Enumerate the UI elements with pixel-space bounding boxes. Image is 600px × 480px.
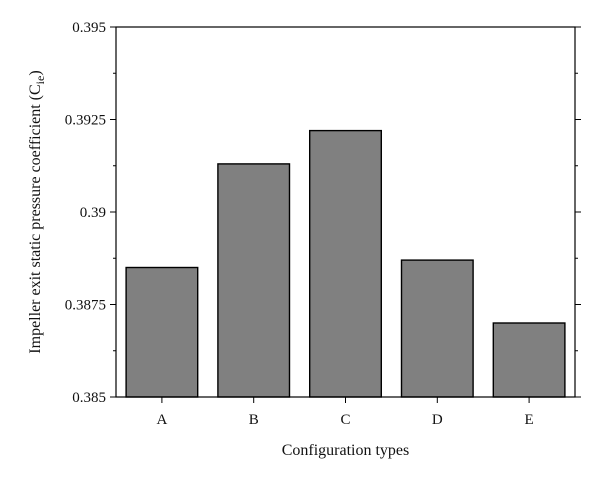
x-axis: A B C D E: [156, 397, 534, 428]
x-tick-label: D: [432, 412, 443, 428]
x-tick-label: E: [525, 412, 534, 428]
bars-group: [125, 129, 566, 398]
x-axis-title: Configuration types: [282, 442, 410, 459]
bar-B: [217, 163, 291, 398]
y-axis-title-main: Impeller exit static pressure coefficien…: [27, 84, 44, 353]
y-axis-title-subscript: ie: [33, 76, 47, 85]
bar-D: [400, 259, 474, 398]
x-tick-label: A: [156, 412, 167, 428]
bar-C: [308, 129, 383, 398]
y-tick-label: 0.3925: [65, 113, 106, 129]
bar-A: [125, 266, 199, 398]
y-axis-title: Impeller exit static pressure coefficien…: [27, 70, 47, 353]
y-axis: 0.385 0.3875 0.39 0.3925 0.395: [65, 20, 581, 406]
x-tick-label: C: [340, 412, 350, 428]
y-tick-label: 0.385: [72, 390, 106, 406]
y-tick-label: 0.39: [80, 205, 106, 221]
y-tick-label: 0.3875: [65, 298, 106, 314]
y-tick-label: 0.395: [72, 20, 106, 36]
bar-E: [492, 322, 566, 398]
x-tick-label: B: [249, 412, 259, 428]
y-axis-title-suffix: ): [27, 70, 44, 75]
